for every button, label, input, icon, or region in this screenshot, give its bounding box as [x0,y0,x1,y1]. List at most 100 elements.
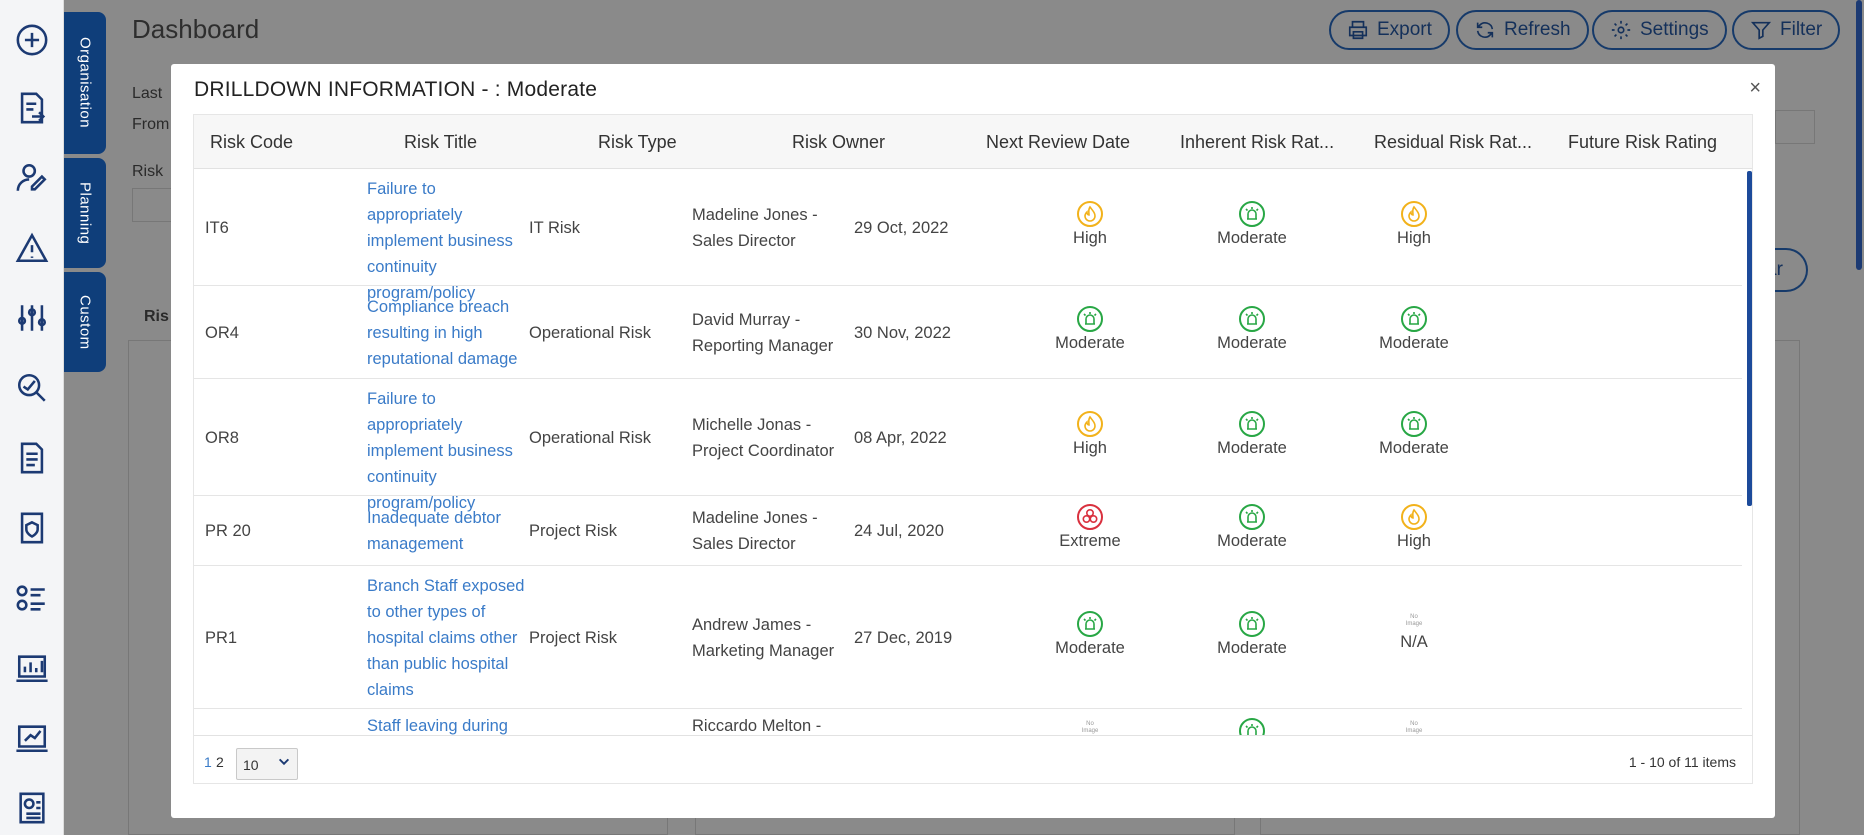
col-risk-owner[interactable]: Risk Owner [792,132,886,152]
risk-owner-cell-line: Project Coordinator [692,441,835,460]
risk-title-link-line[interactable]: Failure to appropriately [367,389,463,434]
risk-title-link-line[interactable]: Inadequate debtor [367,509,501,527]
risk-title-link-line[interactable]: program/policy [367,283,476,302]
risk-title-link-line[interactable]: Failure to appropriately [367,179,463,224]
warning-icon[interactable] [14,230,50,266]
future-rating-label: High [1397,532,1431,550]
col-future-risk-rating[interactable]: Future Risk Rating [1568,132,1718,152]
col-risk-type[interactable]: Risk Type [598,132,677,152]
table-row[interactable]: Staff leaving during Riccardo Melton - No I… [194,709,1742,735]
document-shield-icon[interactable] [14,510,50,546]
page-1-link[interactable]: 1 [204,754,212,770]
residual-rating-label: Moderate [1217,532,1287,550]
no-image-icon: No Image [1076,717,1104,735]
risk-code-cell-line: PR1 [205,628,238,647]
next-review-date-cell: 27 Dec, 2019 [854,625,1024,651]
settings-button[interactable]: Settings [1592,10,1727,50]
refresh-button[interactable]: Refresh [1456,10,1589,50]
grid-pager: 1 2 10 1 - 10 of 11 items [194,735,1752,783]
table-row[interactable]: PR1 Branch Staff exposed to other types of… [194,566,1742,709]
inherent-rating-cell: Moderate [1025,610,1155,658]
page-title: Dashboard [132,14,260,44]
checklist-icon[interactable] [14,580,50,616]
risk-title-link[interactable]: Staff leaving during [367,713,527,735]
col-residual-risk-rating[interactable]: Residual Risk Rat... [1374,132,1533,152]
col-risk-code[interactable]: Risk Code [210,132,294,152]
chevron-down-icon [278,758,290,766]
risk-title-link[interactable]: Failure to appropriately implement busine… [367,176,527,306]
dashboard-report-icon[interactable] [14,790,50,826]
sliders-icon[interactable] [14,300,50,336]
flame-icon [1349,200,1479,228]
analysis-search-icon[interactable] [14,370,50,406]
flame-icon [1349,503,1479,531]
page-scrollbar[interactable] [1856,0,1862,270]
residual-rating-cell: Moderate [1187,503,1317,551]
risk-title-link[interactable]: Branch Staff exposed to other types of hos… [367,573,527,703]
risk-title-link-line[interactable]: resulting in high [367,323,483,342]
risk-owner-cell-line: Sales Director [692,231,796,250]
alarm-bell-icon [1187,305,1317,333]
col-risk-title[interactable]: Risk Title [404,132,478,152]
risk-owner-cell-line: Reporting Manager [692,336,834,355]
risk-title-link-line[interactable]: than public hospital [367,654,509,673]
document-export-icon[interactable] [14,90,50,126]
risk-title-link-line[interactable]: implement business [367,231,513,250]
filter-label: Filter [1780,19,1823,40]
risk-select[interactable] [132,188,172,222]
no-image-text: No [1086,721,1094,727]
inherent-rating-label: High [1073,438,1107,457]
tab-organisation[interactable]: Organisation [64,12,106,154]
risk-title-link[interactable]: Failure to appropriately implement busine… [367,386,527,516]
risk-title-link-line[interactable]: Staff leaving during [367,717,508,735]
table-row[interactable]: PR 20 Inadequate debtor management Project … [194,496,1742,566]
inherent-rating-cell: Moderate [1025,305,1155,353]
risk-title-link-line[interactable]: reputational damage [367,349,518,368]
risk-title-link-line[interactable]: Branch Staff exposed [367,576,525,595]
col-next-review-date[interactable]: Next Review Date [986,132,1131,152]
page-size-select[interactable]: 10 [236,748,298,780]
add-icon[interactable] [14,22,50,58]
risk-type-cell-line: Operational Risk [529,323,651,342]
risk-owner-cell-line: Madeline Jones - [692,205,818,224]
risk-title-link-line[interactable]: program/policy [367,493,476,512]
risk-title-link-line[interactable]: to other types of [367,602,486,621]
grid-header: Risk Code Risk Title Risk Type Risk Owne… [194,115,1752,169]
risk-title-link[interactable]: Inadequate debtor management [367,505,527,557]
inherent-rating-label: Moderate [1055,638,1125,657]
risk-title-link-line[interactable]: implement business [367,441,513,460]
risk-owner-cell: Michelle Jonas - Project Coordinator [692,412,862,464]
table-row[interactable]: OR8 Failure to appropriately implement bus… [194,379,1742,512]
date-to-input[interactable] [1775,110,1815,144]
risk-title-link-line[interactable]: Compliance breach [367,297,510,316]
table-row[interactable]: OR4 Compliance breach resulting in high rep… [194,286,1742,379]
risk-title-link-line[interactable]: hospital claims other [367,628,518,647]
report-icon[interactable] [14,440,50,476]
close-icon[interactable]: × [1749,77,1761,99]
risk-title-link[interactable]: Compliance breach resulting in high reputa… [367,294,527,372]
export-button[interactable]: Export [1329,10,1450,50]
risk-code-cell: IT6 [205,215,355,241]
user-edit-icon[interactable] [14,160,50,196]
risk-owner-cell-line: Michelle Jonas - [692,415,812,434]
col-inherent-risk-rating[interactable]: Inherent Risk Rat... [1180,132,1335,152]
trend-screen-icon[interactable] [14,720,50,756]
filter-button[interactable]: Filter [1732,10,1841,50]
risk-title-link-line[interactable]: management [367,535,464,553]
residual-rating-cell: Moderate [1187,200,1317,248]
modal-title: DRILLDOWN INFORMATION - : Moderate [194,78,598,101]
table-row[interactable]: IT6 Failure to appropriately implement bus… [194,169,1742,302]
risk-title-link-line[interactable]: continuity [367,467,437,486]
risk-title-link-line[interactable]: claims [367,680,414,699]
tab-custom[interactable]: Custom [64,272,106,372]
risk-code-cell-line: PR 20 [205,522,251,540]
risk-type-cell: Project Risk [529,625,689,651]
risk-title-link-line[interactable]: continuity [367,257,437,276]
bar-chart-icon[interactable] [14,650,50,686]
alarm-bell-icon [1025,610,1155,638]
page-2-link[interactable]: 2 [216,754,224,770]
tab-planning[interactable]: Planning [64,158,106,268]
future-rating-cell: No Image N/A [1349,610,1479,652]
grid-scrollbar[interactable] [1747,171,1752,506]
next-review-date-cell: 30 Nov, 2022 [854,320,1024,346]
